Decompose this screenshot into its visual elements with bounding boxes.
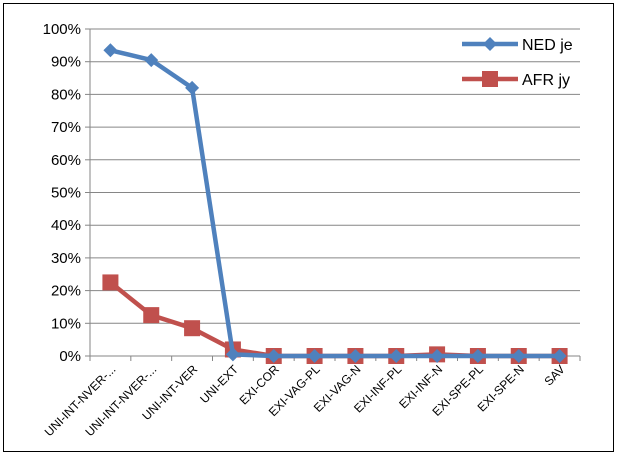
x-category-label: UNI-INT-NVER-... (42, 362, 119, 439)
y-tick-label: 40% (51, 217, 81, 234)
data-point-ned (185, 80, 200, 95)
y-tick-label: 60% (51, 152, 81, 169)
data-point-ned (144, 53, 159, 68)
x-category-label: SAV (541, 362, 567, 388)
legend-marker (482, 71, 498, 87)
y-tick-label: 100% (43, 21, 81, 38)
y-tick-label: 80% (51, 86, 81, 103)
data-point-ned (225, 347, 240, 362)
y-tick-label: 0% (59, 348, 81, 365)
y-tick-label: 10% (51, 315, 81, 332)
x-category-label: UNI-INT-NVER-... (83, 362, 160, 439)
y-tick-label: 50% (51, 185, 81, 202)
y-tick-label: 70% (51, 119, 81, 136)
y-tick-label: 20% (51, 283, 81, 300)
data-point-ned (266, 349, 281, 363)
data-point-ned (307, 349, 322, 363)
data-point-ned (389, 349, 404, 363)
data-point-ned (470, 349, 485, 363)
data-point-afr (184, 320, 201, 337)
series-line-afr (108, 280, 562, 359)
data-point-ned (348, 349, 363, 363)
legend-label: NED je (522, 37, 573, 54)
legend-marker (483, 37, 497, 51)
series-line-ned (108, 48, 562, 359)
legend-label: AFR jy (522, 72, 570, 89)
data-point-ned (103, 43, 118, 58)
data-point-afr (102, 274, 119, 291)
data-point-afr (143, 307, 160, 324)
x-category-label: UNI-EXT (197, 362, 241, 406)
y-tick-label: 30% (51, 250, 81, 267)
data-point-ned (552, 349, 567, 363)
data-point-ned (511, 349, 526, 363)
data-point-ned (430, 349, 445, 363)
y-tick-label: 90% (51, 54, 81, 71)
